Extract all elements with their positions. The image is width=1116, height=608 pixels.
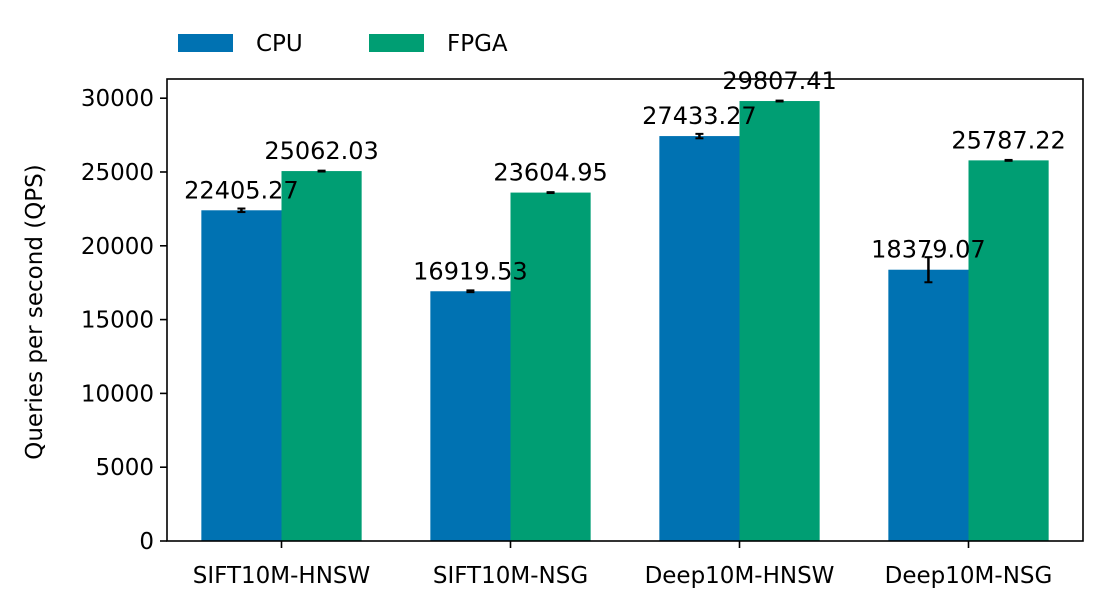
legend-label-fpga: FPGA <box>447 31 508 57</box>
y-axis: 0 5000 10000 15000 20000 25000 30000 <box>81 86 167 555</box>
y-tick-label: 5000 <box>95 455 154 481</box>
bar-cpu-sift10m-nsg <box>430 291 511 541</box>
x-axis: SIFT10M-HNSW SIFT10M-NSG Deep10M-HNSW Deep1… <box>193 541 1053 589</box>
y-axis-title: Queries per second (QPS) <box>22 164 48 460</box>
bar-fpga-sift10m-nsg <box>510 192 591 541</box>
error-bars <box>237 99 1013 294</box>
y-tick-label: 10000 <box>81 381 154 407</box>
legend-swatch-fpga <box>369 34 424 52</box>
data-label-fpga-deep10m-hnsw: 29807.41 <box>722 67 837 95</box>
y-tick-label: 25000 <box>81 160 154 186</box>
data-label-cpu-deep10m-hnsw: 27433.27 <box>642 102 757 130</box>
data-label-fpga-sift10m-hnsw: 25062.03 <box>264 137 379 165</box>
bar-cpu-deep10m-hnsw <box>659 136 740 542</box>
x-tick-label-deep10m-hnsw: Deep10M-HNSW <box>645 563 835 589</box>
legend-label-cpu: CPU <box>256 31 303 57</box>
bar-cpu-sift10m-hnsw <box>201 210 282 542</box>
error-bar-fpga-deep10m-nsg <box>1004 158 1013 162</box>
error-bar-cpu-sift10m-nsg <box>466 289 475 294</box>
legend-item-cpu: CPU <box>178 31 303 57</box>
error-bar-cpu-deep10m-nsg <box>924 256 933 284</box>
data-label-fpga-deep10m-nsg: 25787.22 <box>951 126 1066 154</box>
x-tick-label-deep10m-nsg: Deep10M-NSG <box>885 563 1053 589</box>
data-labels: 22405.27 25062.03 16919.53 23604.95 27433.27… <box>184 67 1066 285</box>
error-bar-fpga-deep10m-hnsw <box>775 99 784 103</box>
error-bar-fpga-sift10m-nsg <box>546 191 555 195</box>
y-tick-label: 0 <box>139 529 154 555</box>
bar-fpga-deep10m-hnsw <box>739 101 820 542</box>
bar-cpu-deep10m-nsg <box>888 269 969 541</box>
bars <box>201 101 1049 542</box>
y-tick-label: 20000 <box>81 234 154 260</box>
y-tick-label: 15000 <box>81 308 154 334</box>
plot-frame <box>166 78 1084 542</box>
bar-fpga-deep10m-nsg <box>968 160 1049 542</box>
bar-fpga-sift10m-hnsw <box>281 171 362 541</box>
error-bar-fpga-sift10m-hnsw <box>317 169 326 173</box>
error-bar-cpu-deep10m-hnsw <box>695 132 704 140</box>
data-label-cpu-sift10m-hnsw: 22405.27 <box>184 176 299 204</box>
data-label-fpga-sift10m-nsg: 23604.95 <box>493 159 608 187</box>
legend: CPU FPGA <box>178 31 508 57</box>
x-tick-label-sift10m-nsg: SIFT10M-NSG <box>433 563 588 589</box>
y-tick-label: 30000 <box>81 86 154 112</box>
legend-swatch-cpu <box>178 34 233 52</box>
data-label-cpu-deep10m-nsg: 18379.07 <box>871 236 986 264</box>
x-tick-label-sift10m-hnsw: SIFT10M-HNSW <box>193 563 371 589</box>
data-label-cpu-sift10m-nsg: 16919.53 <box>413 257 528 285</box>
error-bar-cpu-sift10m-hnsw <box>237 207 246 214</box>
legend-item-fpga: FPGA <box>369 31 508 57</box>
